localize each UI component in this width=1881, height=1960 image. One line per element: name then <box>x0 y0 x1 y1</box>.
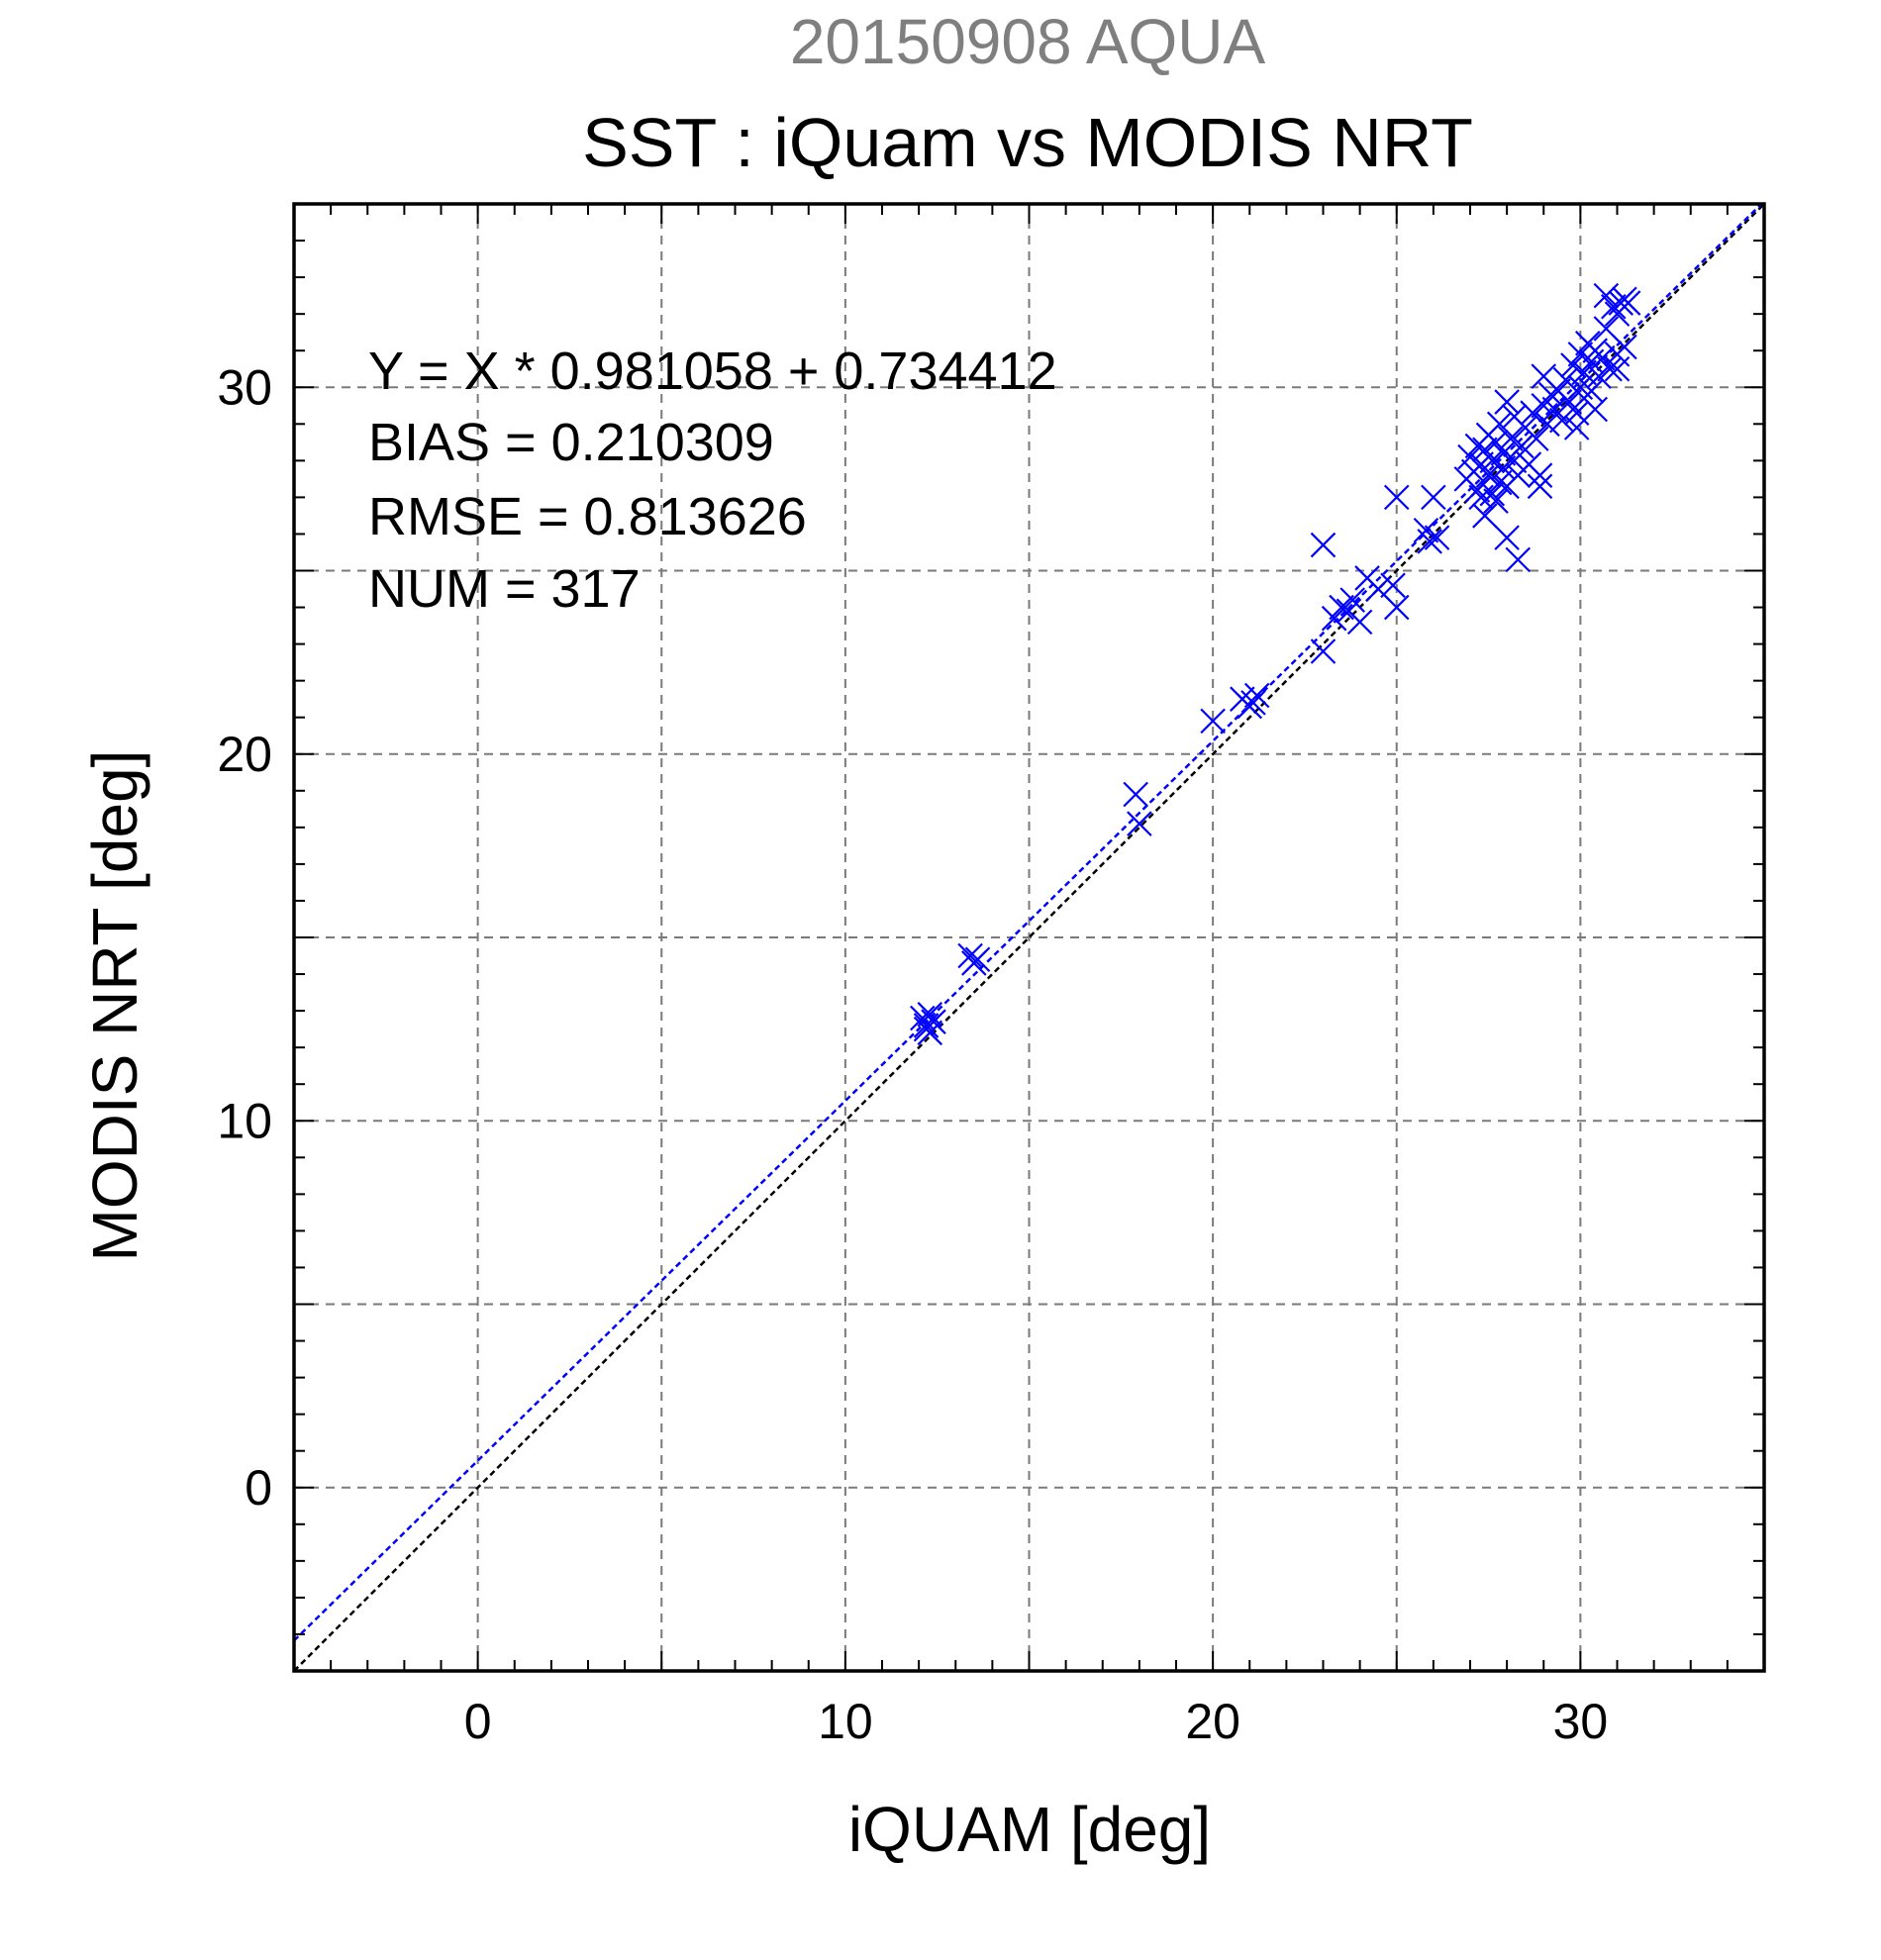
data-point <box>1346 609 1373 636</box>
data-point <box>1490 441 1517 466</box>
x-tick-label: 20 <box>1185 1694 1240 1749</box>
tick-labels: 0 10 20 30 0 10 20 30 <box>217 359 1608 1749</box>
plot-frame <box>292 202 1766 1673</box>
data-point <box>1310 532 1336 558</box>
num-value: NUM = 317 <box>368 559 641 619</box>
chart-title: SST : iQuam vs MODIS NRT <box>582 104 1473 181</box>
data-point <box>1486 411 1513 438</box>
data-point <box>1417 529 1442 554</box>
data-point <box>1534 411 1560 438</box>
grid-lines <box>294 204 1764 1671</box>
data-point <box>1380 572 1406 599</box>
rmse-value: RMSE = 0.813626 <box>368 487 807 546</box>
reference-lines <box>293 203 1765 1672</box>
data-point <box>917 1002 943 1028</box>
data-point <box>1127 811 1152 836</box>
y-axis-label: MODIS NRT [deg] <box>79 750 150 1262</box>
data-point <box>1383 594 1410 621</box>
stats-box: Y = X * 0.981058 + 0.734412 BIAS = 0.210… <box>368 342 1057 619</box>
data-points <box>910 282 1641 1046</box>
data-point <box>1612 334 1637 360</box>
chart-supertitle: 20150908 AQUA <box>790 6 1266 77</box>
data-point <box>1339 587 1365 613</box>
regression-equation: Y = X * 0.981058 + 0.734412 <box>368 342 1057 401</box>
data-point <box>1527 473 1553 500</box>
data-point <box>1486 469 1513 496</box>
data-point <box>1494 389 1520 415</box>
y-tick-label: 20 <box>217 727 272 782</box>
x-axis-label: iQUAM [deg] <box>848 1794 1211 1865</box>
data-point <box>1464 477 1491 503</box>
data-point <box>1200 708 1226 735</box>
data-point <box>1549 407 1575 434</box>
y-tick-label: 0 <box>245 1460 272 1516</box>
data-point <box>1123 781 1148 808</box>
data-point <box>1424 525 1450 550</box>
data-point <box>1329 594 1354 621</box>
data-point <box>1524 426 1549 451</box>
data-point <box>1243 682 1270 709</box>
x-tick-label: 10 <box>818 1694 873 1749</box>
data-point <box>1310 638 1336 664</box>
data-point <box>1604 301 1631 327</box>
y-tick-label: 10 <box>217 1093 272 1148</box>
data-point <box>1527 462 1553 488</box>
data-point <box>1494 525 1520 550</box>
data-point <box>1604 355 1631 382</box>
data-point <box>1479 480 1506 507</box>
bias-value: BIAS = 0.210309 <box>368 413 774 472</box>
data-point <box>1498 426 1524 451</box>
data-point <box>1582 396 1608 423</box>
x-tick-label: 30 <box>1553 1694 1609 1749</box>
data-point <box>913 1016 940 1042</box>
fit-line <box>293 203 1763 1642</box>
data-point <box>1472 503 1498 529</box>
y-tick-label: 30 <box>217 359 272 415</box>
x-tick-label: 0 <box>464 1694 492 1749</box>
data-point <box>1589 344 1616 371</box>
data-point <box>964 946 991 973</box>
data-point <box>1597 355 1623 382</box>
data-point <box>957 942 983 969</box>
data-point <box>1501 447 1528 474</box>
data-point <box>1571 359 1597 386</box>
data-point <box>1601 293 1627 320</box>
data-point <box>1556 389 1583 415</box>
data-point <box>1421 484 1446 511</box>
data-point <box>1240 690 1266 716</box>
data-point <box>1505 546 1532 573</box>
data-point <box>1383 484 1410 511</box>
